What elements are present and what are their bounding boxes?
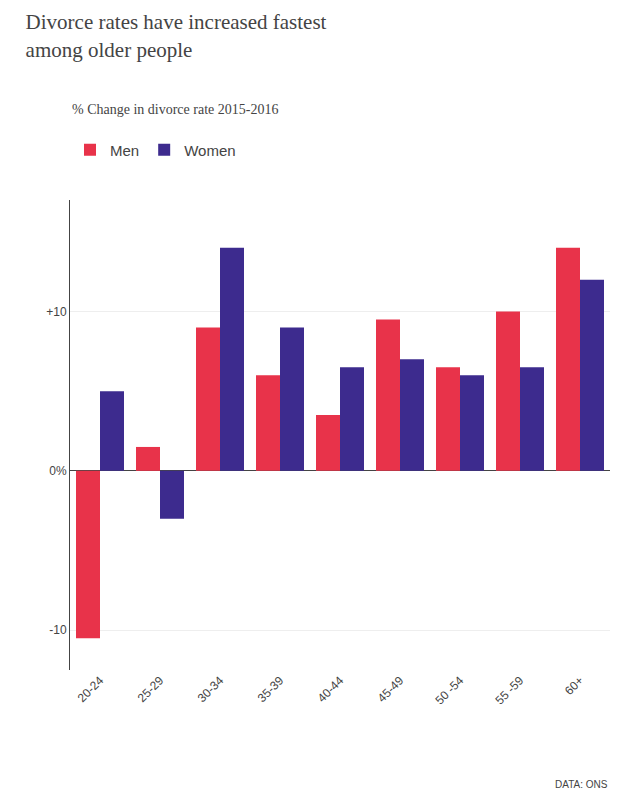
svg-text:-10: -10 (49, 623, 67, 637)
svg-text:Divorce rates have increased f: Divorce rates have increased fastestamon… (26, 10, 327, 61)
svg-text:% Change in divorce rate 2015-: % Change in divorce rate 2015-2016 (72, 102, 278, 117)
svg-text:DATA: ONS: DATA: ONS (555, 779, 608, 790)
svg-text:45-49: 45-49 (375, 673, 407, 705)
svg-text:Women: Women (184, 142, 235, 159)
svg-text:0%: 0% (49, 464, 67, 478)
svg-text:25-29: 25-29 (135, 673, 167, 705)
svg-text:35-39: 35-39 (255, 673, 287, 705)
svg-text:Men: Men (110, 142, 139, 159)
svg-text:+10: +10 (46, 305, 67, 319)
svg-text:50 -54: 50 -54 (432, 673, 466, 707)
svg-text:55 -59: 55 -59 (492, 673, 526, 707)
svg-text:60+: 60+ (562, 673, 586, 697)
svg-text:40-44: 40-44 (315, 673, 347, 705)
svg-text:30-34: 30-34 (195, 673, 227, 705)
svg-text:20-24: 20-24 (75, 673, 107, 705)
